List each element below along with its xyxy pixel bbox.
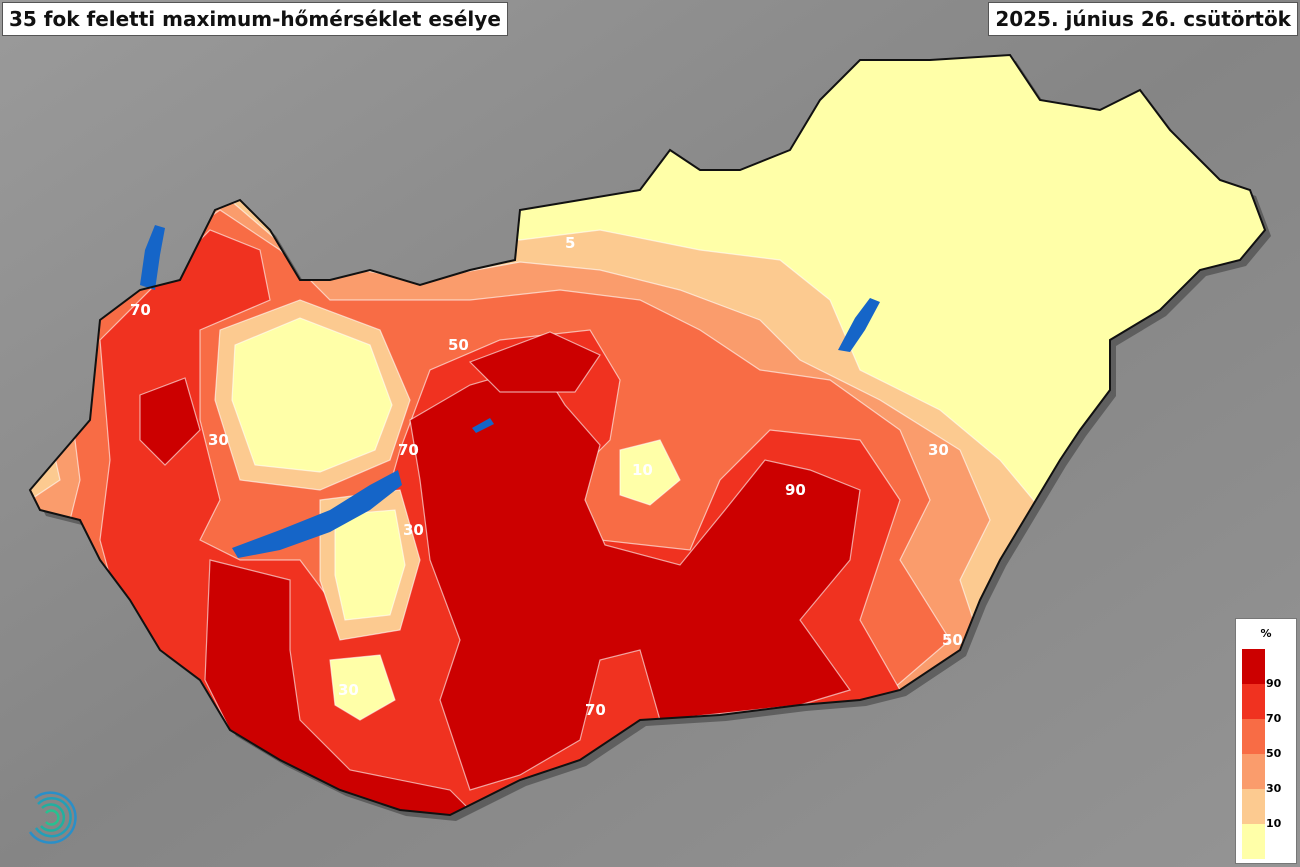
contour-label: 5: [565, 234, 575, 252]
zone-90-100: [409, 364, 861, 791]
legend-band-10-30: [1242, 789, 1265, 824]
zone-90-100-northwest: [139, 377, 201, 466]
legend: % 90 70 50 30 10: [1235, 618, 1297, 864]
legend-band-0-10: [1242, 824, 1265, 859]
legend-tick: 10: [1266, 817, 1282, 830]
legend-band-90-100: [1242, 649, 1265, 684]
map-date: 2025. június 26. csütörtök: [988, 2, 1298, 36]
legend-tick: 90: [1266, 677, 1282, 690]
lake-velence: [472, 418, 494, 433]
lake-balaton: [232, 470, 402, 558]
contour-label: 30: [208, 431, 229, 449]
contour-label: 30: [928, 441, 949, 459]
lake-neusiedl: [140, 225, 165, 290]
legend-tick: 70: [1266, 712, 1282, 725]
legend-band-30-50: [1242, 754, 1265, 789]
contour-label: 70: [398, 441, 419, 459]
contour-label: 70: [585, 701, 606, 719]
contour-label: 90: [785, 481, 806, 499]
zone-yellow-center: [619, 439, 681, 506]
spiral-logo: [28, 791, 77, 844]
zone-90-100-north: [468, 331, 601, 393]
contour-label: 50: [942, 631, 963, 649]
contour-label: 30: [338, 681, 359, 699]
legend-band-70-90: [1242, 684, 1265, 719]
legend-band-50-70: [1242, 719, 1265, 754]
contour-label: 70: [130, 301, 151, 319]
contour-label: 10: [632, 461, 653, 479]
legend-tick: 50: [1266, 747, 1282, 760]
zone-yellow-somogy: [334, 509, 406, 621]
contour-labels: 50 70 30 30 30 10 90 30 50 70 70 5: [130, 234, 963, 719]
legend-tick: 30: [1266, 782, 1282, 795]
zone-yellow-bakony: [231, 317, 393, 473]
contour-label: 50: [448, 336, 469, 354]
lake-tisza: [838, 298, 880, 352]
legend-unit: %: [1260, 627, 1272, 640]
map-title: 35 fok feletti maximum-hőmérséklet esély…: [2, 2, 508, 36]
contour-label: 30: [403, 521, 424, 539]
zone-yellow-south: [329, 654, 396, 721]
